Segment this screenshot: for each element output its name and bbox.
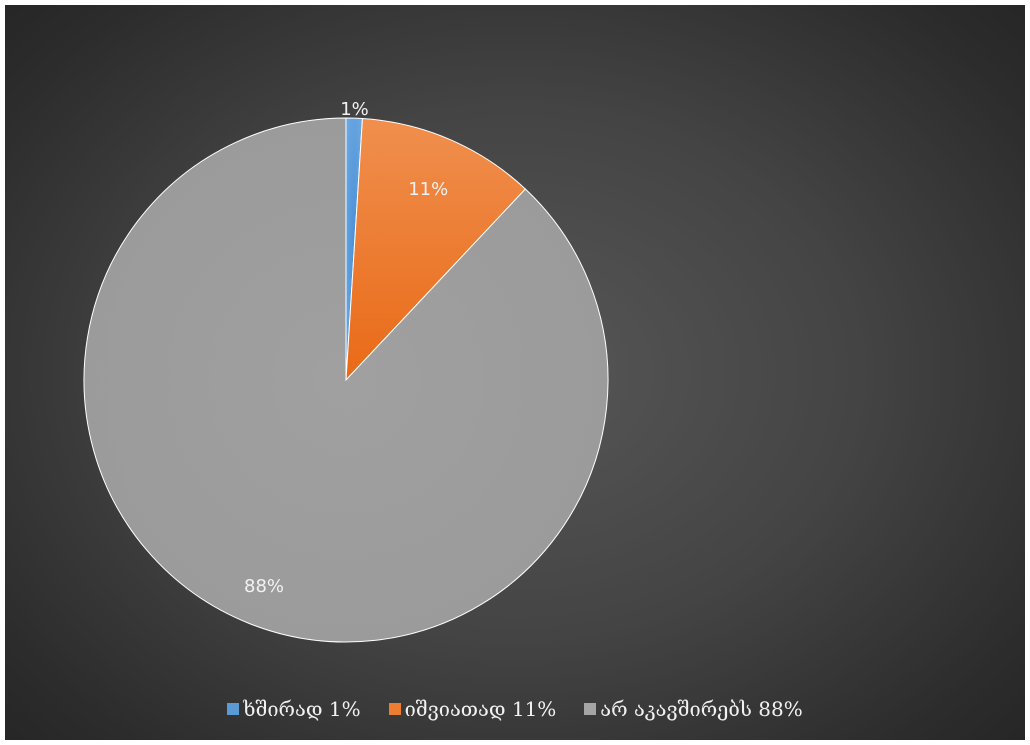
data-label: 88% [244,576,284,597]
legend-swatch-orange [388,703,401,715]
legend-entry-rarely: იშვიათად 11% [388,697,557,721]
data-label: 11% [408,179,448,200]
legend: ხშირად 1% იშვიათად 11% არ აკავშირებს 88% [5,697,1025,721]
legend-entry-frequently: ხშირად 1% [227,697,361,721]
legend-label: ხშირად 1% [243,697,361,721]
legend-label: იშვიათად 11% [404,697,557,721]
chart-area: 1% 11% 88% ხშირად 1% იშვიათად 11% არ აკავშ… [5,5,1025,740]
pie-slice-not-associated [83,117,609,643]
legend-entry-not-associated: არ აკავშირებს 88% [584,697,803,721]
data-label: 1% [340,99,369,120]
legend-label: არ აკავშირებს 88% [600,697,803,721]
pie-slice-rarely [345,117,527,382]
legend-swatch-blue [227,703,240,715]
pie-chart: 1% 11% 88% [83,99,609,643]
legend-swatch-gray [584,703,597,715]
